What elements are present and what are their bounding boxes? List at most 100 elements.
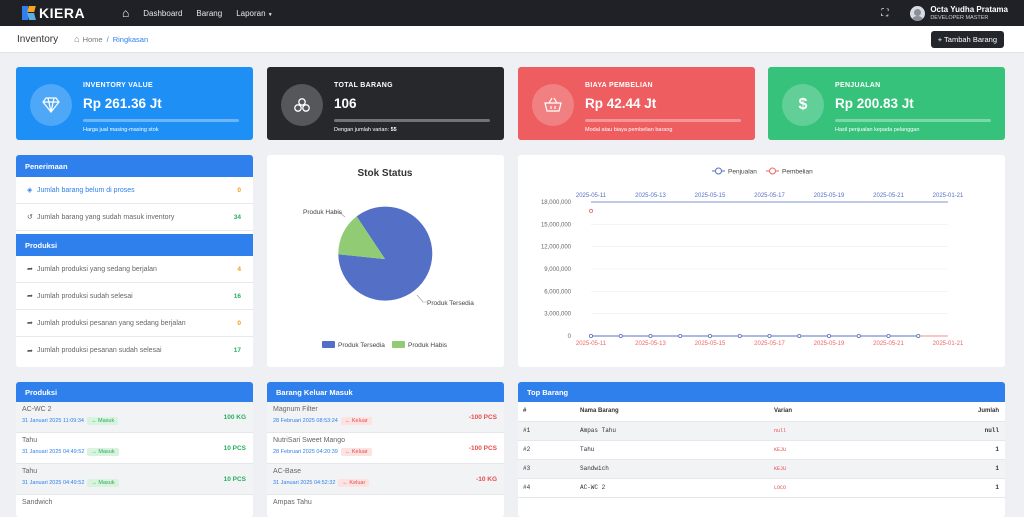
item-name: Sandwich — [22, 499, 53, 506]
penjualan-point — [767, 333, 772, 338]
cubes-icon: ◈ — [27, 187, 33, 194]
status-badge: ← Keluar — [340, 417, 372, 425]
list-item[interactable]: Ampas Tahu — [267, 495, 504, 517]
legend-tersedia[interactable]: Produk Tersedia — [338, 342, 385, 349]
item-date: 31 Januari 2025 11:09:34 — [22, 418, 84, 424]
item-qty: -100 PCS — [468, 414, 497, 421]
inventory-value-card: INVENTORY VALUE Rp 261.36 Jt Harga jual … — [16, 67, 253, 140]
name-cell: Sandwich — [580, 459, 774, 479]
produksi-row[interactable]: ➦ Jumlah produksi pesanan yang sedang be… — [16, 310, 253, 337]
keluar-masuk-header: Barang Keluar Masuk — [267, 382, 504, 402]
list-item[interactable]: Tahu 31 Januari 2025 04:49:52 → Masuk 10 … — [16, 464, 253, 495]
card-subtext: Dengan jumlah varian: 55 — [334, 127, 397, 133]
share-arrow-icon: ➦ — [27, 266, 33, 273]
x-bottom-tick-label: 2025-05-11 — [576, 341, 607, 347]
produksi-row[interactable]: ➦ Jumlah produksi pesanan sudah selesai … — [16, 337, 253, 364]
item-name: AC-Base — [273, 468, 302, 475]
card-divider — [835, 119, 991, 122]
y-tick-label: 9,000,000 — [544, 267, 571, 273]
fullscreen-icon[interactable]: ⛶ — [881, 7, 889, 19]
legend-swatch-habis[interactable] — [392, 341, 405, 348]
x-bottom-tick-label: 2025-05-19 — [814, 341, 845, 347]
home-icon[interactable]: ⌂ — [122, 6, 130, 20]
breadcrumb-current: Ringkasan — [112, 34, 149, 44]
variant-cell: null — [774, 421, 924, 441]
row-value: 4 — [237, 265, 241, 273]
pie-slice-tersedia[interactable] — [338, 206, 433, 301]
legend-penjualan: Penjualan — [728, 169, 757, 176]
nav-laporan[interactable]: Laporan ▼ — [236, 9, 273, 18]
item-qty: 100 KG — [223, 414, 246, 421]
home-outline-icon[interactable]: ⌂ — [74, 34, 80, 44]
avatar[interactable] — [910, 5, 926, 21]
penjualan-point — [648, 333, 653, 338]
item-qty: -100 PCS — [468, 445, 497, 452]
card-divider — [83, 119, 239, 122]
list-item[interactable]: NutriSari Sweet Mango 28 Februari 2025 0… — [267, 433, 504, 464]
variant-cell: LOCO — [774, 478, 924, 498]
table-row[interactable]: #3 Sandwich KEJU 1 — [518, 459, 1005, 479]
produksi-header: Produksi — [16, 234, 253, 256]
col-header: Varian — [774, 402, 924, 422]
produksi-list-header: Produksi — [16, 382, 253, 402]
share-arrow-icon: ➦ — [27, 293, 33, 300]
item-name: Magnum Filter — [273, 406, 318, 413]
name-cell: Ampas Tahu — [580, 421, 774, 441]
biaya-pembelian-card: BIAYA PEMBELIAN Rp 42.44 Jt Modal atau b… — [518, 67, 755, 140]
list-item[interactable]: AC-Base 31 Januari 2025 04:52:32 ← Keluar… — [267, 464, 504, 495]
row-label: Jumlah barang yang sudah masuk inventory — [37, 213, 175, 221]
x-bottom-tick-label: 2025-05-17 — [754, 341, 785, 347]
item-qty: -10 KG — [476, 476, 497, 483]
stock-status-panel: Stok Status Produk Tersedia Produk Habis… — [267, 155, 504, 367]
card-value: Rp 42.44 Jt — [585, 96, 657, 111]
y-tick-label: 6,000,000 — [544, 289, 571, 295]
page-header: Inventory ⌂ Home / Ringkasan + Tambah Ba… — [0, 26, 1024, 53]
nav-barang[interactable]: Barang — [196, 8, 223, 18]
boxes-icon — [281, 84, 323, 126]
basket-icon — [532, 84, 574, 126]
produksi-row[interactable]: ➦ Jumlah produksi sudah selesai 16 — [16, 283, 253, 310]
table-row[interactable]: #1 Ampas Tahu null null — [518, 421, 1005, 441]
top-navbar: KIERA ⌂ Dashboard Barang Laporan ▼ ⛶ Oct… — [0, 0, 1024, 26]
stock-status-chart: Stok Status Produk Tersedia Produk Habis… — [303, 168, 474, 349]
penjualan-point — [856, 333, 861, 338]
card-label: BIAYA PEMBELIAN — [585, 82, 653, 89]
add-item-button[interactable]: + Tambah Barang — [930, 30, 1004, 48]
legend-marker-penjualan — [715, 167, 722, 175]
card-label: PENJUALAN — [835, 82, 881, 89]
list-item[interactable]: Tahu 31 Januari 2025 04:49:52 → Masuk 10 … — [16, 433, 253, 464]
pie-slice-habis[interactable] — [338, 216, 385, 259]
variant-cell: KEJU — [774, 440, 924, 460]
penerimaan-row[interactable]: ↺ Jumlah barang yang sudah masuk invento… — [16, 204, 253, 231]
legend-swatch-tersedia[interactable] — [322, 341, 335, 348]
sales-purchase-chart: Penjualan Pembelian 18,000,000 15,000,000 12… — [541, 167, 964, 347]
variant-count: 55 — [390, 127, 397, 133]
item-date: 31 Januari 2025 04:49:52 — [22, 449, 85, 455]
user-info[interactable]: Octa Yudha Pratama DEVELOPER MASTER — [930, 5, 1008, 21]
table-row[interactable]: #2 Tahu KEJU 1 — [518, 440, 1005, 460]
produksi-row[interactable]: ➦ Jumlah produksi yang sedang berjalan 4 — [16, 256, 253, 283]
breadcrumb-home[interactable]: Home — [82, 34, 103, 44]
nav-dashboard[interactable]: Dashboard — [143, 8, 183, 18]
x-top-tick-label: 2025-05-19 — [814, 193, 845, 199]
label-leader-line — [335, 211, 346, 218]
row-label: Jumlah produksi pesanan yang sedang berj… — [37, 319, 186, 327]
penerimaan-row[interactable]: ◈ Jumlah barang belum di proses 0 — [16, 177, 253, 204]
user-role: DEVELOPER MASTER — [930, 15, 989, 21]
penjualan-card: $ PENJUALAN Rp 200.83 Jt Hasil penjualan… — [768, 67, 1005, 140]
penjualan-point — [797, 333, 802, 338]
y-tick-label: 3,000,000 — [544, 312, 571, 318]
item-name: Ampas Tahu — [273, 499, 312, 506]
list-item[interactable]: AC-WC 2 31 Januari 2025 11:09:34 → Masuk … — [16, 402, 253, 433]
app-logo[interactable]: KIERA — [22, 5, 112, 21]
y-tick-label: 18,000,000 — [541, 200, 572, 206]
row-value: 0 — [237, 186, 241, 194]
penjualan-point — [589, 333, 594, 338]
table-row[interactable]: #4 AC-WC 2 LOCO 1 — [518, 478, 1005, 498]
legend-habis[interactable]: Produk Habis — [408, 342, 448, 349]
list-item[interactable]: Sandwich — [16, 495, 253, 517]
col-header: # — [518, 402, 580, 422]
list-item[interactable]: Magnum Filter 28 Februari 2025 08:53:24 ←… — [267, 402, 504, 433]
user-name: Octa Yudha Pratama — [930, 5, 1008, 14]
penjualan-point — [826, 333, 831, 338]
